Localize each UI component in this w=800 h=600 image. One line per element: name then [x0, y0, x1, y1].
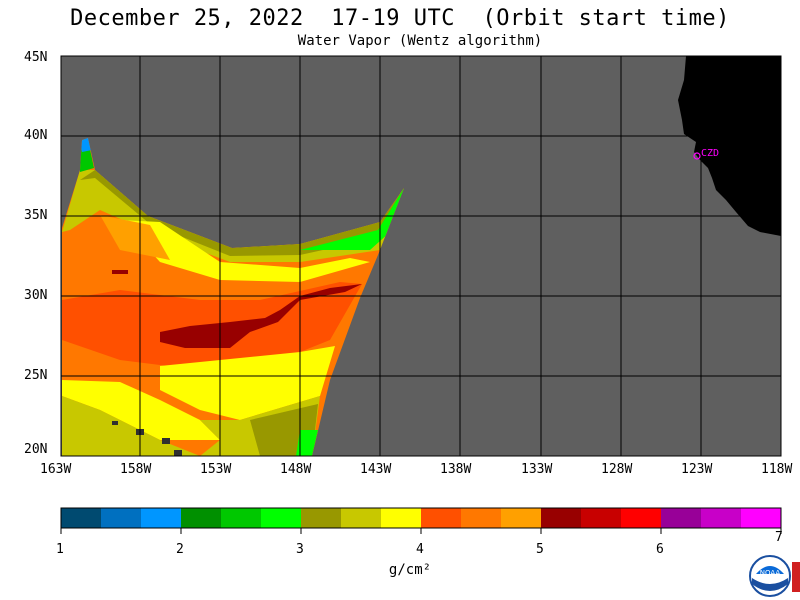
- colorbar-frame: [60, 507, 782, 529]
- lon-label: 138W: [440, 462, 472, 477]
- map-title: December 25, 2022 17-19 UTC (Orbit start…: [70, 6, 730, 31]
- station-label: CZD: [701, 148, 719, 159]
- colorbar-swatch: [701, 508, 742, 528]
- colorbar-swatch: [541, 508, 582, 528]
- colorbar-tick-label: 6: [656, 542, 664, 557]
- colorbar-tick-label: 4: [416, 542, 424, 557]
- colorbar-unit: g/cm²: [388, 562, 432, 578]
- land-north-america: [678, 56, 781, 236]
- svg-text:NOAA: NOAA: [760, 569, 781, 577]
- colorbar-swatch: [141, 508, 182, 528]
- lon-label: 163W: [40, 462, 72, 477]
- colorbar-swatch: [381, 508, 422, 528]
- colorbar-swatch: [501, 508, 542, 528]
- colorbar-swatch: [101, 508, 142, 528]
- lat-label: 30N: [24, 288, 48, 303]
- lat-label: 40N: [24, 128, 48, 143]
- colorbar-tick-label: 5: [536, 542, 544, 557]
- lon-label: 153W: [200, 462, 232, 477]
- lon-label: 128W: [601, 462, 633, 477]
- map-frame: [60, 55, 782, 457]
- colorbar: [60, 508, 782, 534]
- grid-lines: [61, 56, 781, 456]
- colorbar-swatch: [181, 508, 222, 528]
- colorbar-swatch: [621, 508, 662, 528]
- colorbar-swatch: [461, 508, 502, 528]
- lat-label: 35N: [24, 208, 48, 223]
- psl-mark: [792, 562, 800, 592]
- noaa-logo-icon: NOAA: [749, 555, 791, 597]
- colorbar-swatch: [261, 508, 302, 528]
- colorbar-swatch: [341, 508, 382, 528]
- lat-label: 20N: [24, 442, 48, 457]
- map-subtitle: Water Vapor (Wentz algorithm): [297, 33, 543, 49]
- lat-label: 45N: [24, 50, 48, 65]
- colorbar-swatch: [581, 508, 622, 528]
- colorbar-swatch: [661, 508, 702, 528]
- colorbar-swatch: [301, 508, 342, 528]
- colorbar-tick-label: 3: [296, 542, 304, 557]
- lon-label: 118W: [761, 462, 793, 477]
- colorbar-swatch: [221, 508, 262, 528]
- station-marker: [693, 152, 701, 160]
- colorbar-swatch: [741, 508, 782, 528]
- colorbar-swatch: [421, 508, 462, 528]
- lon-label: 123W: [681, 462, 713, 477]
- lon-label: 158W: [120, 462, 152, 477]
- colorbar-tick-label: 1: [56, 542, 64, 557]
- lat-label: 25N: [24, 368, 48, 383]
- lon-label: 148W: [280, 462, 312, 477]
- lon-label: 143W: [360, 462, 392, 477]
- lon-label: 133W: [521, 462, 553, 477]
- colorbar-swatch: [61, 508, 102, 528]
- colorbar-tick-label: 2: [176, 542, 184, 557]
- colorbar-tick-label: 7: [775, 530, 783, 545]
